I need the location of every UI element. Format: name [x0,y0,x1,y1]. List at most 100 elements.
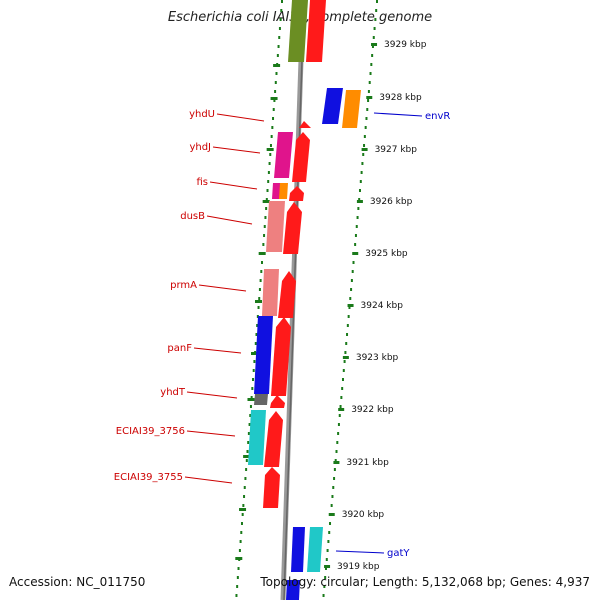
gene-labels-right: envR gatY [335,111,450,559]
dot [327,540,330,543]
right-strand-genes [263,0,326,508]
scale-tick-label: 3923 kbp [356,353,399,363]
dot [355,225,358,228]
dot [350,279,353,282]
minor-tick [255,300,262,303]
dot [366,108,369,111]
gene-arrow[interactable] [278,271,296,318]
gene-label-leader [373,112,423,117]
dot [350,288,353,291]
dot [332,486,335,489]
dot [279,18,282,21]
dot [370,63,373,66]
gene-label[interactable]: prmA [170,280,197,291]
dot [247,441,250,444]
dot [245,459,248,462]
dot [352,261,355,264]
gene-block[interactable] [288,0,308,62]
dot [268,162,271,165]
gene-arrow[interactable] [264,411,283,467]
dot [263,225,266,228]
gene-arrow[interactable] [263,467,280,508]
gene-label[interactable]: gatY [387,548,410,559]
gene-label[interactable]: dusB [180,211,205,222]
gene-block[interactable] [274,132,293,178]
scale-tick-mark [324,565,331,568]
scale-tick-label: 3920 kbp [342,510,385,520]
scale-tick-mark [342,356,349,359]
gene-labels-left: yhdU yhdJ fis dusB prmA panF yhdT ECIAI39_3756 E… [114,109,265,484]
gene-block[interactable] [291,527,305,572]
gene-block[interactable] [262,269,279,316]
dot [376,0,378,3]
dot [281,0,283,3]
gene-block[interactable] [279,183,288,199]
dot [252,369,255,372]
dot [266,189,269,192]
minor-tick [273,64,281,67]
gene-label[interactable]: yhdJ [189,142,211,153]
gene-block[interactable] [254,316,273,394]
dot [349,297,352,300]
dot [322,594,325,597]
dot [331,495,334,498]
dot [368,81,371,84]
gene-arrow[interactable] [306,0,326,62]
dot [255,333,258,336]
scale-tick-mark [356,200,363,203]
gene-label-leader [216,113,265,122]
dot [336,441,339,444]
gene-arrow[interactable] [270,395,285,408]
scale-tick-mark [361,148,368,151]
gene-arrow[interactable] [292,132,310,182]
gene-block[interactable] [342,90,361,128]
gene-label[interactable]: yhdU [189,109,215,120]
gene-block[interactable] [248,410,266,465]
dot [339,405,342,408]
gene-label[interactable]: yhdT [160,387,186,398]
dot [324,567,327,570]
topology-text: Topology: circular; Length: 5,132,068 bp… [260,575,590,589]
dot [354,234,357,237]
dot [372,36,375,39]
dot [260,261,263,264]
dot [258,288,261,291]
gene-arrow[interactable] [283,202,302,254]
dot [363,144,366,147]
dot [272,117,275,120]
gene-label-leader [184,476,233,484]
gene-arrow[interactable] [289,186,304,201]
dot [328,531,331,534]
gene-label[interactable]: ECIAI39_3755 [114,472,183,483]
dot [238,549,241,552]
dot [256,324,259,327]
dot [274,90,277,93]
scale-tick-mark [328,513,335,516]
scale-tick-label: 3922 kbp [351,405,394,415]
gene-block[interactable] [286,580,300,600]
gene-arrow[interactable] [299,121,311,128]
gene-label[interactable]: panF [167,343,192,354]
gene-block[interactable] [322,88,343,124]
gene-block[interactable] [266,201,285,252]
gene-arrow[interactable] [271,317,291,396]
dot [277,45,280,48]
dot [360,171,363,174]
gene-block[interactable] [254,394,268,405]
gene-block[interactable] [272,183,281,199]
dot [242,504,245,507]
minor-tick [266,148,274,151]
dot [254,342,257,345]
dot [236,576,239,579]
dot [237,567,240,570]
dot [358,198,361,201]
dot [278,36,281,39]
gene-block[interactable] [307,527,323,572]
dot [338,414,341,417]
dot [248,423,251,426]
scale-tick-mark [333,461,340,464]
gene-label[interactable]: ECIAI39_3756 [116,426,185,437]
gene-label[interactable]: fis [196,177,208,188]
dot [278,27,281,30]
gene-label[interactable]: envR [425,111,450,122]
